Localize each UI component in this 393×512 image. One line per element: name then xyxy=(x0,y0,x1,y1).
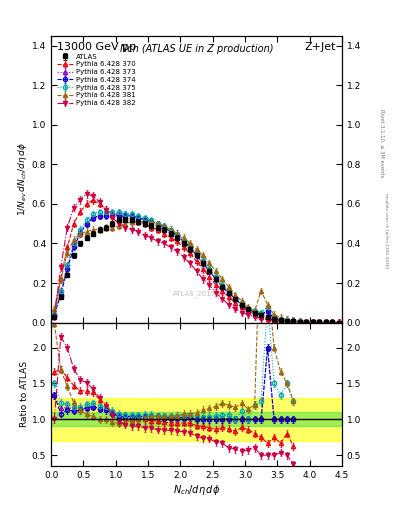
Text: Rivet 3.1.10, ≥ 3M events: Rivet 3.1.10, ≥ 3M events xyxy=(379,109,384,178)
Text: 13000 GeV pp: 13000 GeV pp xyxy=(57,41,136,52)
Y-axis label: $1/N_{ev}\,dN_{ch}/d\eta\,d\phi$: $1/N_{ev}\,dN_{ch}/d\eta\,d\phi$ xyxy=(16,142,29,216)
Bar xyxy=(51,398,342,441)
Text: Nch (ATLAS UE in Z production): Nch (ATLAS UE in Z production) xyxy=(120,45,273,54)
Bar xyxy=(51,412,342,426)
Text: mcplots.cern.ch [arXiv:1306.3436]: mcplots.cern.ch [arXiv:1306.3436] xyxy=(384,193,388,268)
Text: Z+Jet: Z+Jet xyxy=(305,41,336,52)
Legend: ATLAS, Pythia 6.428 370, Pythia 6.428 373, Pythia 6.428 374, Pythia 6.428 375, P: ATLAS, Pythia 6.428 370, Pythia 6.428 37… xyxy=(56,52,137,108)
Text: ATLAS_2019_I1...: ATLAS_2019_I1... xyxy=(173,290,232,297)
Y-axis label: Ratio to ATLAS: Ratio to ATLAS xyxy=(20,361,29,427)
X-axis label: $N_{ch}/d\eta\,d\phi$: $N_{ch}/d\eta\,d\phi$ xyxy=(173,482,220,497)
